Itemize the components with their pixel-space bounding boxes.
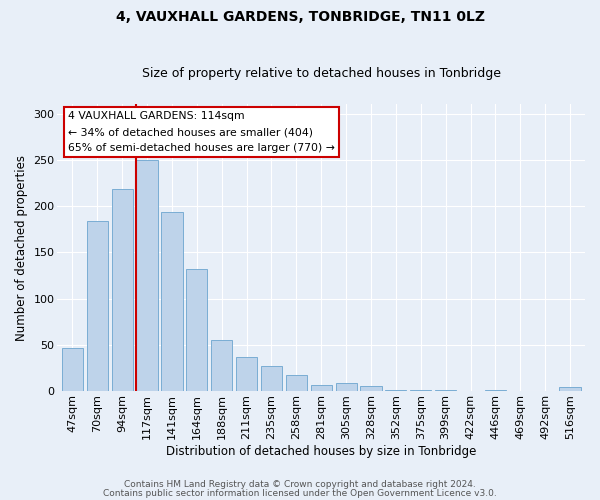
Bar <box>410 390 431 391</box>
Bar <box>385 390 406 391</box>
Bar <box>559 388 581 391</box>
Bar <box>161 212 182 391</box>
Bar <box>311 386 332 391</box>
Bar <box>236 357 257 391</box>
Bar <box>112 190 133 391</box>
Bar <box>186 269 208 391</box>
Text: Contains HM Land Registry data © Crown copyright and database right 2024.: Contains HM Land Registry data © Crown c… <box>124 480 476 489</box>
Bar <box>86 221 108 391</box>
Text: 4 VAUXHALL GARDENS: 114sqm
← 34% of detached houses are smaller (404)
65% of sem: 4 VAUXHALL GARDENS: 114sqm ← 34% of deta… <box>68 112 335 152</box>
Bar <box>136 160 158 391</box>
Bar <box>286 376 307 391</box>
Bar <box>335 382 356 391</box>
Bar <box>261 366 282 391</box>
Bar <box>211 340 232 391</box>
Title: Size of property relative to detached houses in Tonbridge: Size of property relative to detached ho… <box>142 66 501 80</box>
Y-axis label: Number of detached properties: Number of detached properties <box>15 154 28 340</box>
Bar <box>485 390 506 391</box>
Bar <box>435 390 456 391</box>
Bar <box>62 348 83 391</box>
Bar <box>361 386 382 391</box>
Text: 4, VAUXHALL GARDENS, TONBRIDGE, TN11 0LZ: 4, VAUXHALL GARDENS, TONBRIDGE, TN11 0LZ <box>115 10 485 24</box>
X-axis label: Distribution of detached houses by size in Tonbridge: Distribution of detached houses by size … <box>166 444 476 458</box>
Text: Contains public sector information licensed under the Open Government Licence v3: Contains public sector information licen… <box>103 488 497 498</box>
